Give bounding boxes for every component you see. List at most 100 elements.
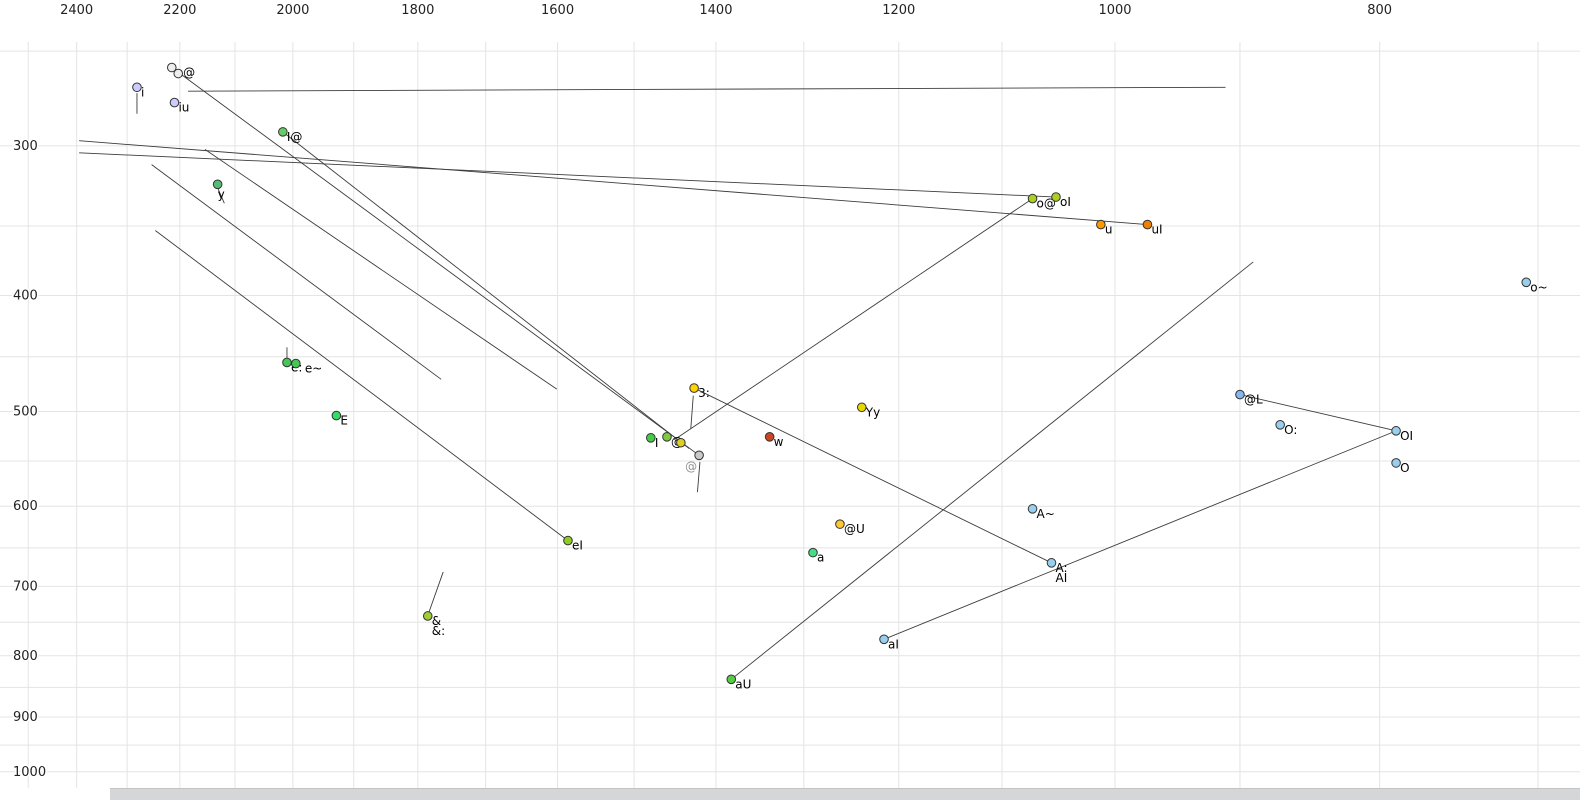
vowel-label: I xyxy=(655,436,659,450)
vowel-point-o[interactable] xyxy=(1521,277,1532,288)
vowel-label: A~ xyxy=(1037,507,1055,521)
y-tick-label: 300 xyxy=(13,139,38,154)
vowel-label: o@ xyxy=(1037,197,1056,211)
vowel-point-a[interactable] xyxy=(808,547,818,558)
vowel-point-o[interactable] xyxy=(1391,458,1401,468)
vowel-point-ei[interactable] xyxy=(563,535,573,546)
vowel-point-w[interactable] xyxy=(764,432,775,442)
y-tick-label: 800 xyxy=(13,649,38,664)
vowel-label: y xyxy=(218,187,225,201)
trajectory-line xyxy=(79,152,1057,198)
vowel-point-y[interactable] xyxy=(212,179,223,190)
vowel-point-3[interactable] xyxy=(689,383,699,393)
vowel-point-u[interactable] xyxy=(835,519,845,529)
x-tick-label: 1000 xyxy=(1098,3,1131,18)
trajectory-line xyxy=(151,164,442,380)
trajectory-line xyxy=(674,198,1033,441)
whisker-line xyxy=(428,571,444,612)
x-tick-label: 1600 xyxy=(541,3,574,18)
y-tick-label: 1000 xyxy=(13,765,46,780)
vowel-point-e[interactable] xyxy=(166,62,177,73)
vowel-point-o[interactable] xyxy=(1275,420,1285,430)
vowel-label: O xyxy=(1400,461,1409,475)
vowel-point-i[interactable] xyxy=(646,433,656,443)
vowel-label: E xyxy=(340,414,348,428)
vowel-label: @ xyxy=(685,459,697,473)
x-tick-label: 800 xyxy=(1367,3,1392,18)
vowel-point-l[interactable] xyxy=(1235,389,1245,400)
vowel-point-sym[interactable] xyxy=(694,450,704,461)
vowel-point-iu[interactable] xyxy=(169,97,180,108)
trajectory-line xyxy=(155,230,569,541)
trajectory-line xyxy=(693,387,1052,564)
trajectory-line xyxy=(282,131,690,449)
vowel-point-o[interactable] xyxy=(1027,193,1038,204)
vowel-point-i[interactable] xyxy=(278,127,288,137)
whisker-line xyxy=(690,395,694,429)
x-tick-label: 1400 xyxy=(699,3,732,18)
y-tick-label: 600 xyxy=(13,499,38,514)
vowel-label: & xyxy=(432,614,441,628)
vowel-label: i xyxy=(141,85,144,99)
y-tick-label: 400 xyxy=(13,288,38,303)
trajectory-line xyxy=(171,67,700,456)
vowel-label: &: xyxy=(432,624,445,638)
vowel-point-sym[interactable] xyxy=(662,432,672,442)
vowel-point-e[interactable] xyxy=(282,357,292,368)
vowel-label: Yy xyxy=(865,405,880,419)
vowel-label: @U xyxy=(844,522,865,536)
vowel-label: iu xyxy=(178,101,189,115)
vowel-label: uI xyxy=(1151,223,1162,237)
vowel-label: I@ xyxy=(287,130,303,144)
vowel-label: O: xyxy=(1284,423,1297,437)
vowel-point-e[interactable] xyxy=(291,358,301,369)
x-tick-label: 2000 xyxy=(276,3,309,18)
vowel-point-ui[interactable] xyxy=(1142,219,1153,230)
vowel-point-unlabeled[interactable] xyxy=(173,68,184,79)
y-tick-label: 500 xyxy=(13,404,38,419)
x-tick-label: 2400 xyxy=(60,3,93,18)
vowel-point-sym[interactable] xyxy=(422,611,433,621)
vowel-label: @L xyxy=(1244,393,1263,407)
vowel-label: eI xyxy=(572,539,583,553)
vowel-point-a[interactable] xyxy=(1027,504,1038,514)
vowel-label: aI xyxy=(888,637,899,651)
vowel-point-a[interactable] xyxy=(1046,558,1057,568)
vowel-point-ai[interactable] xyxy=(879,634,889,645)
vowel-point-u[interactable] xyxy=(1096,219,1106,230)
vowel-label: e~ xyxy=(305,362,322,376)
vowel-point-au[interactable] xyxy=(726,674,737,685)
vowel-label: oI xyxy=(1060,195,1071,209)
y-tick-label: 700 xyxy=(13,579,38,594)
vowel-label: AI xyxy=(1055,571,1067,585)
whisker-line xyxy=(696,461,701,493)
vowel-point-yy[interactable] xyxy=(856,402,867,413)
vowel-point-e[interactable] xyxy=(331,410,342,421)
trajectory-line xyxy=(204,148,558,390)
vowel-point-oi[interactable] xyxy=(1051,192,1061,202)
whisker-line xyxy=(217,188,225,204)
vowel-label: A: xyxy=(1055,561,1067,575)
vowel-label: w xyxy=(774,435,784,449)
vowel-label: OI xyxy=(1400,429,1413,443)
vowel-label: o~ xyxy=(1530,280,1547,294)
vowel-label: 3: xyxy=(698,386,710,400)
trajectory-line xyxy=(79,140,1148,226)
y-tick-label: 900 xyxy=(13,710,38,725)
x-tick-label: 2200 xyxy=(163,3,196,18)
vowel-label: a xyxy=(817,551,824,565)
horizontal-scrollbar[interactable] xyxy=(110,788,1580,800)
x-tick-label: 1800 xyxy=(401,3,434,18)
trajectory-line xyxy=(883,430,1397,640)
trajectory-line xyxy=(1239,394,1397,432)
trajectory-line xyxy=(187,86,1226,92)
trajectory-line xyxy=(730,261,1254,680)
vowel-point-oi[interactable] xyxy=(1391,426,1401,436)
vowel-point-unlabeled[interactable] xyxy=(676,437,686,448)
vowel-label: u xyxy=(1105,223,1113,237)
vowel-label: aU xyxy=(735,677,751,691)
vowel-point-i[interactable] xyxy=(132,82,142,93)
x-tick-label: 1200 xyxy=(882,3,915,18)
